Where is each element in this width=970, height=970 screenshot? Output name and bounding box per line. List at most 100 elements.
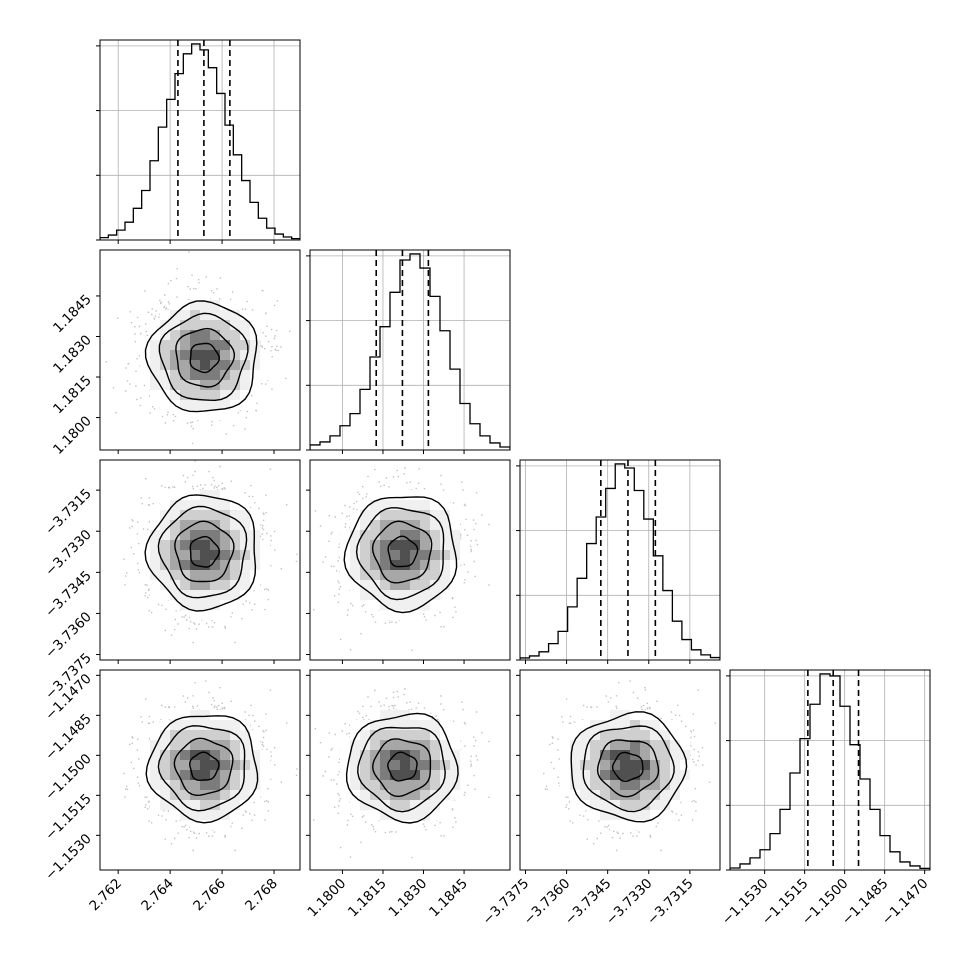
density-bin: [360, 770, 371, 781]
density-bin: [680, 730, 691, 741]
density-bin: [560, 750, 571, 761]
density-bin: [220, 820, 231, 831]
density-bin: [170, 320, 181, 331]
density-bin: [660, 760, 671, 771]
density-bin: [220, 340, 231, 351]
density-bin: [430, 780, 441, 791]
density-bin: [260, 370, 271, 381]
density-bin: [620, 740, 631, 751]
density-bin: [350, 780, 361, 791]
density-bin: [600, 810, 611, 821]
density-bin: [220, 400, 231, 411]
density-bin: [230, 790, 241, 801]
density-bin: [170, 300, 181, 311]
y-tick-label: 1.1845: [50, 291, 95, 336]
density-bin: [370, 560, 381, 571]
density-bin: [350, 560, 361, 571]
density-bin: [210, 320, 221, 331]
density-bin: [430, 790, 441, 801]
density-bin: [370, 500, 381, 511]
density-bin: [660, 730, 671, 741]
density-bin: [390, 510, 401, 521]
density-bin: [450, 560, 461, 571]
density-bin: [380, 820, 391, 831]
density-bin: [380, 580, 391, 591]
density-bin: [210, 580, 221, 591]
density-bin: [680, 740, 691, 751]
contour-line-3: [345, 712, 459, 824]
density-bin: [240, 320, 251, 331]
density-bin: [390, 550, 401, 561]
density-bin: [160, 790, 171, 801]
density-bin: [230, 320, 241, 331]
histogram-panel-1: [306, 249, 511, 454]
density-bin: [230, 360, 241, 371]
density-bin: [220, 610, 231, 621]
contour-line-1: [173, 737, 234, 797]
density-bin: [640, 790, 651, 801]
density-bin: [160, 730, 171, 741]
density-bin: [380, 570, 391, 581]
density-bin: [220, 710, 231, 721]
density-bin: [640, 770, 651, 781]
density-bin: [160, 580, 171, 591]
density-bin: [350, 740, 361, 751]
density-bin: [150, 380, 161, 391]
density-bin: [350, 770, 361, 781]
density-bin: [190, 760, 201, 771]
density-bin: [230, 560, 241, 571]
density-bin: [200, 310, 211, 321]
density-bin: [150, 750, 161, 761]
density-bin: [450, 790, 461, 801]
density-bin: [210, 300, 221, 311]
density-bin: [600, 800, 611, 811]
density-bin: [430, 590, 441, 601]
density-bin: [390, 770, 401, 781]
density-bin: [420, 740, 431, 751]
density-bin: [410, 590, 421, 601]
density-bin: [230, 750, 241, 761]
density-bin: [350, 510, 361, 521]
density-bin: [630, 740, 641, 751]
density-bin: [150, 800, 161, 811]
density-bin: [400, 500, 411, 511]
density-bin: [460, 750, 471, 761]
density-bin: [160, 520, 171, 531]
density-bin: [200, 700, 211, 711]
density-bin: [250, 530, 261, 541]
density-bin: [400, 750, 411, 761]
panel-frame: [99, 459, 301, 661]
density-bin: [640, 820, 651, 831]
density-bin: [220, 580, 231, 591]
density-bin: [210, 340, 221, 351]
density-bin: [370, 510, 381, 521]
density-bin: [170, 590, 181, 601]
density-bin: [600, 720, 611, 731]
contour-line-1: [175, 327, 236, 388]
density-bin: [190, 540, 201, 551]
density-bin: [190, 510, 201, 521]
density-bin: [210, 500, 221, 511]
density-bin: [670, 800, 681, 811]
density-bin: [170, 380, 181, 391]
density-bin: [410, 720, 421, 731]
density-bin: [380, 490, 391, 501]
density-bin: [230, 380, 241, 391]
density-bin: [200, 820, 211, 831]
density-bin: [200, 530, 211, 541]
density-bin: [230, 760, 241, 771]
density-bin: [200, 330, 211, 341]
density-bin: [190, 360, 201, 371]
density-bin: [170, 530, 181, 541]
density-bin: [390, 720, 401, 731]
density-bin: [230, 590, 241, 601]
density-bin: [170, 770, 181, 781]
density-bin: [150, 550, 161, 561]
density-bin: [250, 780, 261, 791]
density-bin: [410, 760, 421, 771]
density-bin: [230, 330, 241, 341]
density-bin: [620, 780, 631, 791]
density-bin: [590, 770, 601, 781]
density-bin: [200, 790, 211, 801]
density-bin: [630, 790, 641, 801]
